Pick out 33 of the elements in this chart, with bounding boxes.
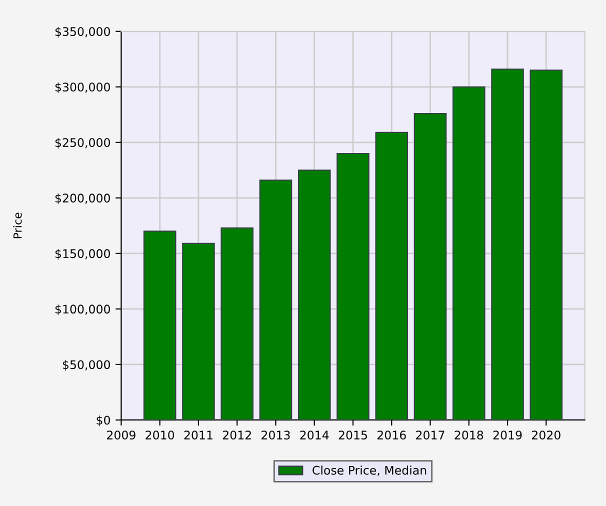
bar: [220, 227, 254, 420]
x-tick-label: 2009: [107, 430, 136, 440]
x-tick-label: 2017: [416, 430, 444, 440]
y-tick-label: $250,000: [55, 138, 110, 149]
bar: [298, 170, 331, 420]
y-tick-label: $0: [96, 415, 110, 426]
y-axis-title: Price: [13, 212, 22, 238]
x-tick-label: 2012: [222, 430, 251, 440]
bar: [259, 180, 292, 420]
bar: [375, 132, 408, 420]
x-tick-label: 2014: [300, 430, 329, 440]
bar: [414, 112, 447, 420]
bar: [336, 152, 370, 420]
x-tick-label: 2020: [532, 430, 560, 440]
x-tick-label: 2010: [146, 430, 174, 440]
x-tick-label: 2011: [184, 430, 212, 440]
bar: [182, 242, 215, 420]
y-tick-label: $50,000: [62, 360, 110, 371]
x-tick-label: 2015: [338, 430, 367, 440]
y-tick-label: $200,000: [55, 193, 110, 204]
bar: [143, 230, 176, 420]
bar: [530, 70, 563, 420]
y-tick-label: $150,000: [55, 248, 110, 260]
x-tick-label: 2018: [454, 430, 484, 440]
x-tick-label: 2016: [377, 430, 406, 440]
bar: [452, 86, 486, 420]
x-tick-label: 2019: [493, 430, 522, 440]
y-tick-label: $100,000: [55, 304, 110, 316]
y-tick-label: $350,000: [55, 26, 110, 38]
y-tick-label: $300,000: [55, 82, 110, 94]
bar: [491, 68, 524, 420]
legend-label: Close Price, Median: [312, 466, 426, 476]
x-tick-label: 2013: [262, 430, 290, 440]
